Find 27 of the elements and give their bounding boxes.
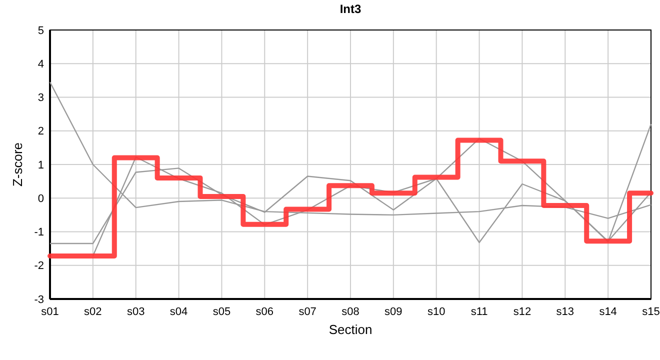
x-tick-label: s10 xyxy=(427,306,446,318)
x-tick-label: s14 xyxy=(599,306,617,318)
x-tick-label: s07 xyxy=(298,306,316,318)
x-axis-title: Section xyxy=(328,322,372,337)
y-tick-label: 5 xyxy=(38,24,44,37)
y-tick-label: 3 xyxy=(38,92,44,104)
y-tick-label: 0 xyxy=(38,192,44,205)
y-tick-label: 1 xyxy=(38,159,44,172)
y-tick-label: -2 xyxy=(34,260,44,272)
x-tick-label: s15 xyxy=(642,306,660,318)
x-tick-label: s03 xyxy=(126,306,145,318)
y-tick-label: 2 xyxy=(38,126,44,138)
y-axis-title: Z-score xyxy=(10,142,25,187)
x-tick-label: s05 xyxy=(212,306,231,318)
x-tick-label: s06 xyxy=(256,306,274,318)
y-tick-label: -3 xyxy=(34,294,44,306)
x-tick-label: s01 xyxy=(41,306,59,318)
y-tick-label: -1 xyxy=(34,226,44,239)
x-tick-label: s09 xyxy=(384,306,402,318)
chart-title: Int3 xyxy=(340,2,362,16)
x-tick-label: s08 xyxy=(342,306,360,318)
x-tick-label: s12 xyxy=(513,306,532,318)
x-tick-label: s02 xyxy=(84,306,102,318)
x-tick-label: s13 xyxy=(556,306,574,318)
x-tick-label: s04 xyxy=(170,306,188,318)
y-tick-label: 4 xyxy=(38,58,44,70)
x-tick-label: s11 xyxy=(470,306,488,318)
